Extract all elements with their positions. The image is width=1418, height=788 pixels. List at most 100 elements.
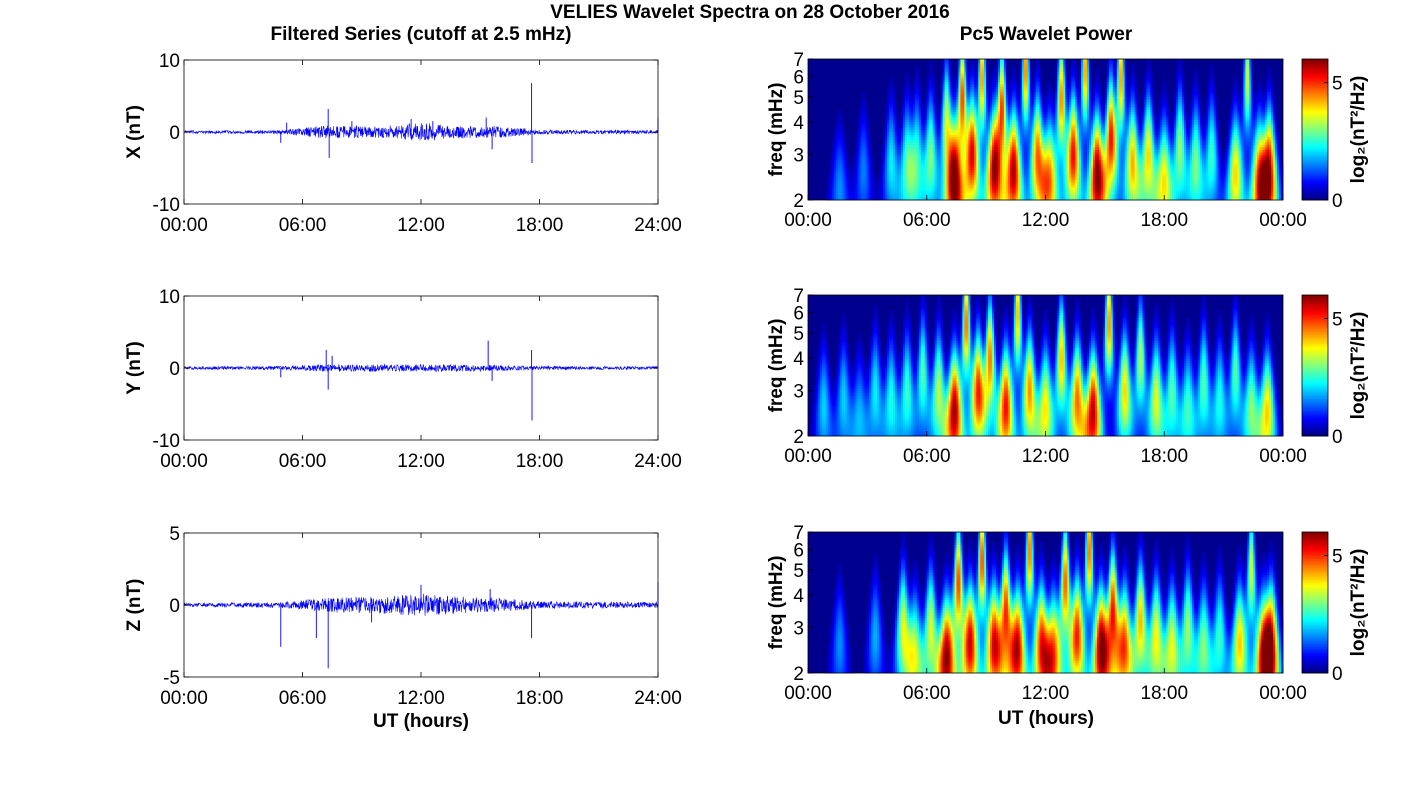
heatmap-cell xyxy=(1279,147,1281,150)
heatmap-cell xyxy=(1230,177,1232,180)
heatmap-cell xyxy=(856,187,858,190)
heatmap-cell xyxy=(1016,152,1018,155)
heatmap-cell xyxy=(921,155,923,158)
heatmap-cell xyxy=(844,160,846,163)
heatmap-cell xyxy=(1230,147,1232,150)
heatmap-cell xyxy=(939,187,941,190)
heatmap-cell xyxy=(947,160,949,163)
heatmap-cell xyxy=(1036,195,1038,198)
heatmap-cell xyxy=(869,195,871,198)
heatmap-cell xyxy=(1024,162,1026,165)
heatmap-cell xyxy=(838,157,840,160)
heatmap-cell xyxy=(1180,175,1182,178)
heatmap-cell xyxy=(937,152,939,155)
heatmap-cell xyxy=(1141,185,1143,188)
heatmap-cell xyxy=(1016,180,1018,183)
heatmap-cell xyxy=(1170,172,1172,175)
heatmap-cell xyxy=(1089,155,1091,158)
heatmap-cell xyxy=(1042,187,1044,190)
heatmap-cell xyxy=(1277,147,1279,150)
heatmap-cell xyxy=(1032,185,1034,188)
heatmap-cell xyxy=(899,172,901,175)
heatmap-cell xyxy=(840,195,842,198)
heatmap-cell xyxy=(988,180,990,183)
heatmap-cell xyxy=(933,175,935,178)
heatmap-cell xyxy=(1206,195,1208,198)
heatmap-cell xyxy=(994,190,996,193)
heatmap-cell xyxy=(976,175,978,178)
heatmap-cell xyxy=(980,167,982,170)
heatmap-cell xyxy=(891,147,893,150)
heatmap-cell xyxy=(1237,157,1239,160)
heatmap-cell xyxy=(1142,157,1144,160)
heatmap-cell xyxy=(1206,155,1208,158)
heatmap-cell xyxy=(1174,192,1176,195)
heatmap-cell xyxy=(956,167,958,170)
heatmap-cell xyxy=(1148,192,1150,195)
heatmap-cell xyxy=(966,190,968,193)
heatmap-cell xyxy=(1038,165,1040,168)
heatmap-cell xyxy=(923,182,925,185)
heatmap-cell xyxy=(1178,175,1180,178)
heatmap-cell xyxy=(1135,185,1137,188)
heatmap-cell xyxy=(877,187,879,190)
heatmap-cell xyxy=(1038,187,1040,190)
heatmap-cell xyxy=(1243,162,1245,165)
heatmap-cell xyxy=(1107,177,1109,180)
heatmap-cell xyxy=(1099,187,1101,190)
heatmap-cell xyxy=(857,172,859,175)
heatmap-cell xyxy=(1166,170,1168,173)
heatmap-cell xyxy=(1208,190,1210,193)
heatmap-cell xyxy=(949,182,951,185)
heatmap-cell xyxy=(1184,180,1186,183)
heatmap-cell xyxy=(1131,172,1133,175)
heatmap-cell xyxy=(905,180,907,183)
heatmap-cell xyxy=(1121,192,1123,195)
heatmap-cell xyxy=(1032,172,1034,175)
heatmap-cell xyxy=(1210,160,1212,163)
heatmap-cell xyxy=(998,175,1000,178)
heatmap-cell xyxy=(951,150,953,153)
heatmap-cell xyxy=(964,145,966,148)
heatmap-cell xyxy=(1016,182,1018,185)
heatmap-cell xyxy=(861,177,863,180)
heatmap-cell xyxy=(913,167,915,170)
heatmap-cell xyxy=(1180,182,1182,185)
heatmap-cell xyxy=(1067,187,1069,190)
heatmap-cell xyxy=(1008,195,1010,198)
heatmap-cell xyxy=(1055,145,1057,148)
heatmap-cell xyxy=(1103,165,1105,168)
heatmap-cell xyxy=(1141,152,1143,155)
heatmap-cell xyxy=(996,147,998,150)
heatmap-cell xyxy=(1079,147,1081,150)
heatmap-cell xyxy=(1055,177,1057,180)
heatmap-cell xyxy=(1146,165,1148,168)
heatmap-cell xyxy=(933,145,935,148)
heatmap-cell xyxy=(863,170,865,173)
heatmap-cell xyxy=(834,157,836,160)
heatmap-cell xyxy=(1158,175,1160,178)
heatmap-cell xyxy=(1265,185,1267,188)
heatmap-cell xyxy=(1142,177,1144,180)
heatmap-cell xyxy=(913,150,915,153)
heatmap-cell xyxy=(1057,182,1059,185)
heatmap-cell xyxy=(1067,170,1069,173)
heatmap-cell xyxy=(1141,150,1143,153)
heatmap-cell xyxy=(1121,175,1123,178)
heatmap-cell xyxy=(846,175,848,178)
heatmap-cell xyxy=(933,195,935,198)
heatmap-cell xyxy=(954,190,956,193)
heatmap-cell xyxy=(1091,195,1093,198)
heatmap-cell xyxy=(939,192,941,195)
heatmap-cell xyxy=(949,152,951,155)
heatmap-cell xyxy=(1006,195,1008,198)
heatmap-cell xyxy=(1036,185,1038,188)
heatmap-cell xyxy=(891,175,893,178)
heatmap-cell xyxy=(883,165,885,168)
heatmap-cell xyxy=(935,180,937,183)
heatmap-cell xyxy=(1166,182,1168,185)
heatmap-cell xyxy=(861,165,863,168)
heatmap-cell xyxy=(1222,152,1224,155)
heatmap-cell xyxy=(865,192,867,195)
heatmap-cell xyxy=(1047,170,1049,173)
